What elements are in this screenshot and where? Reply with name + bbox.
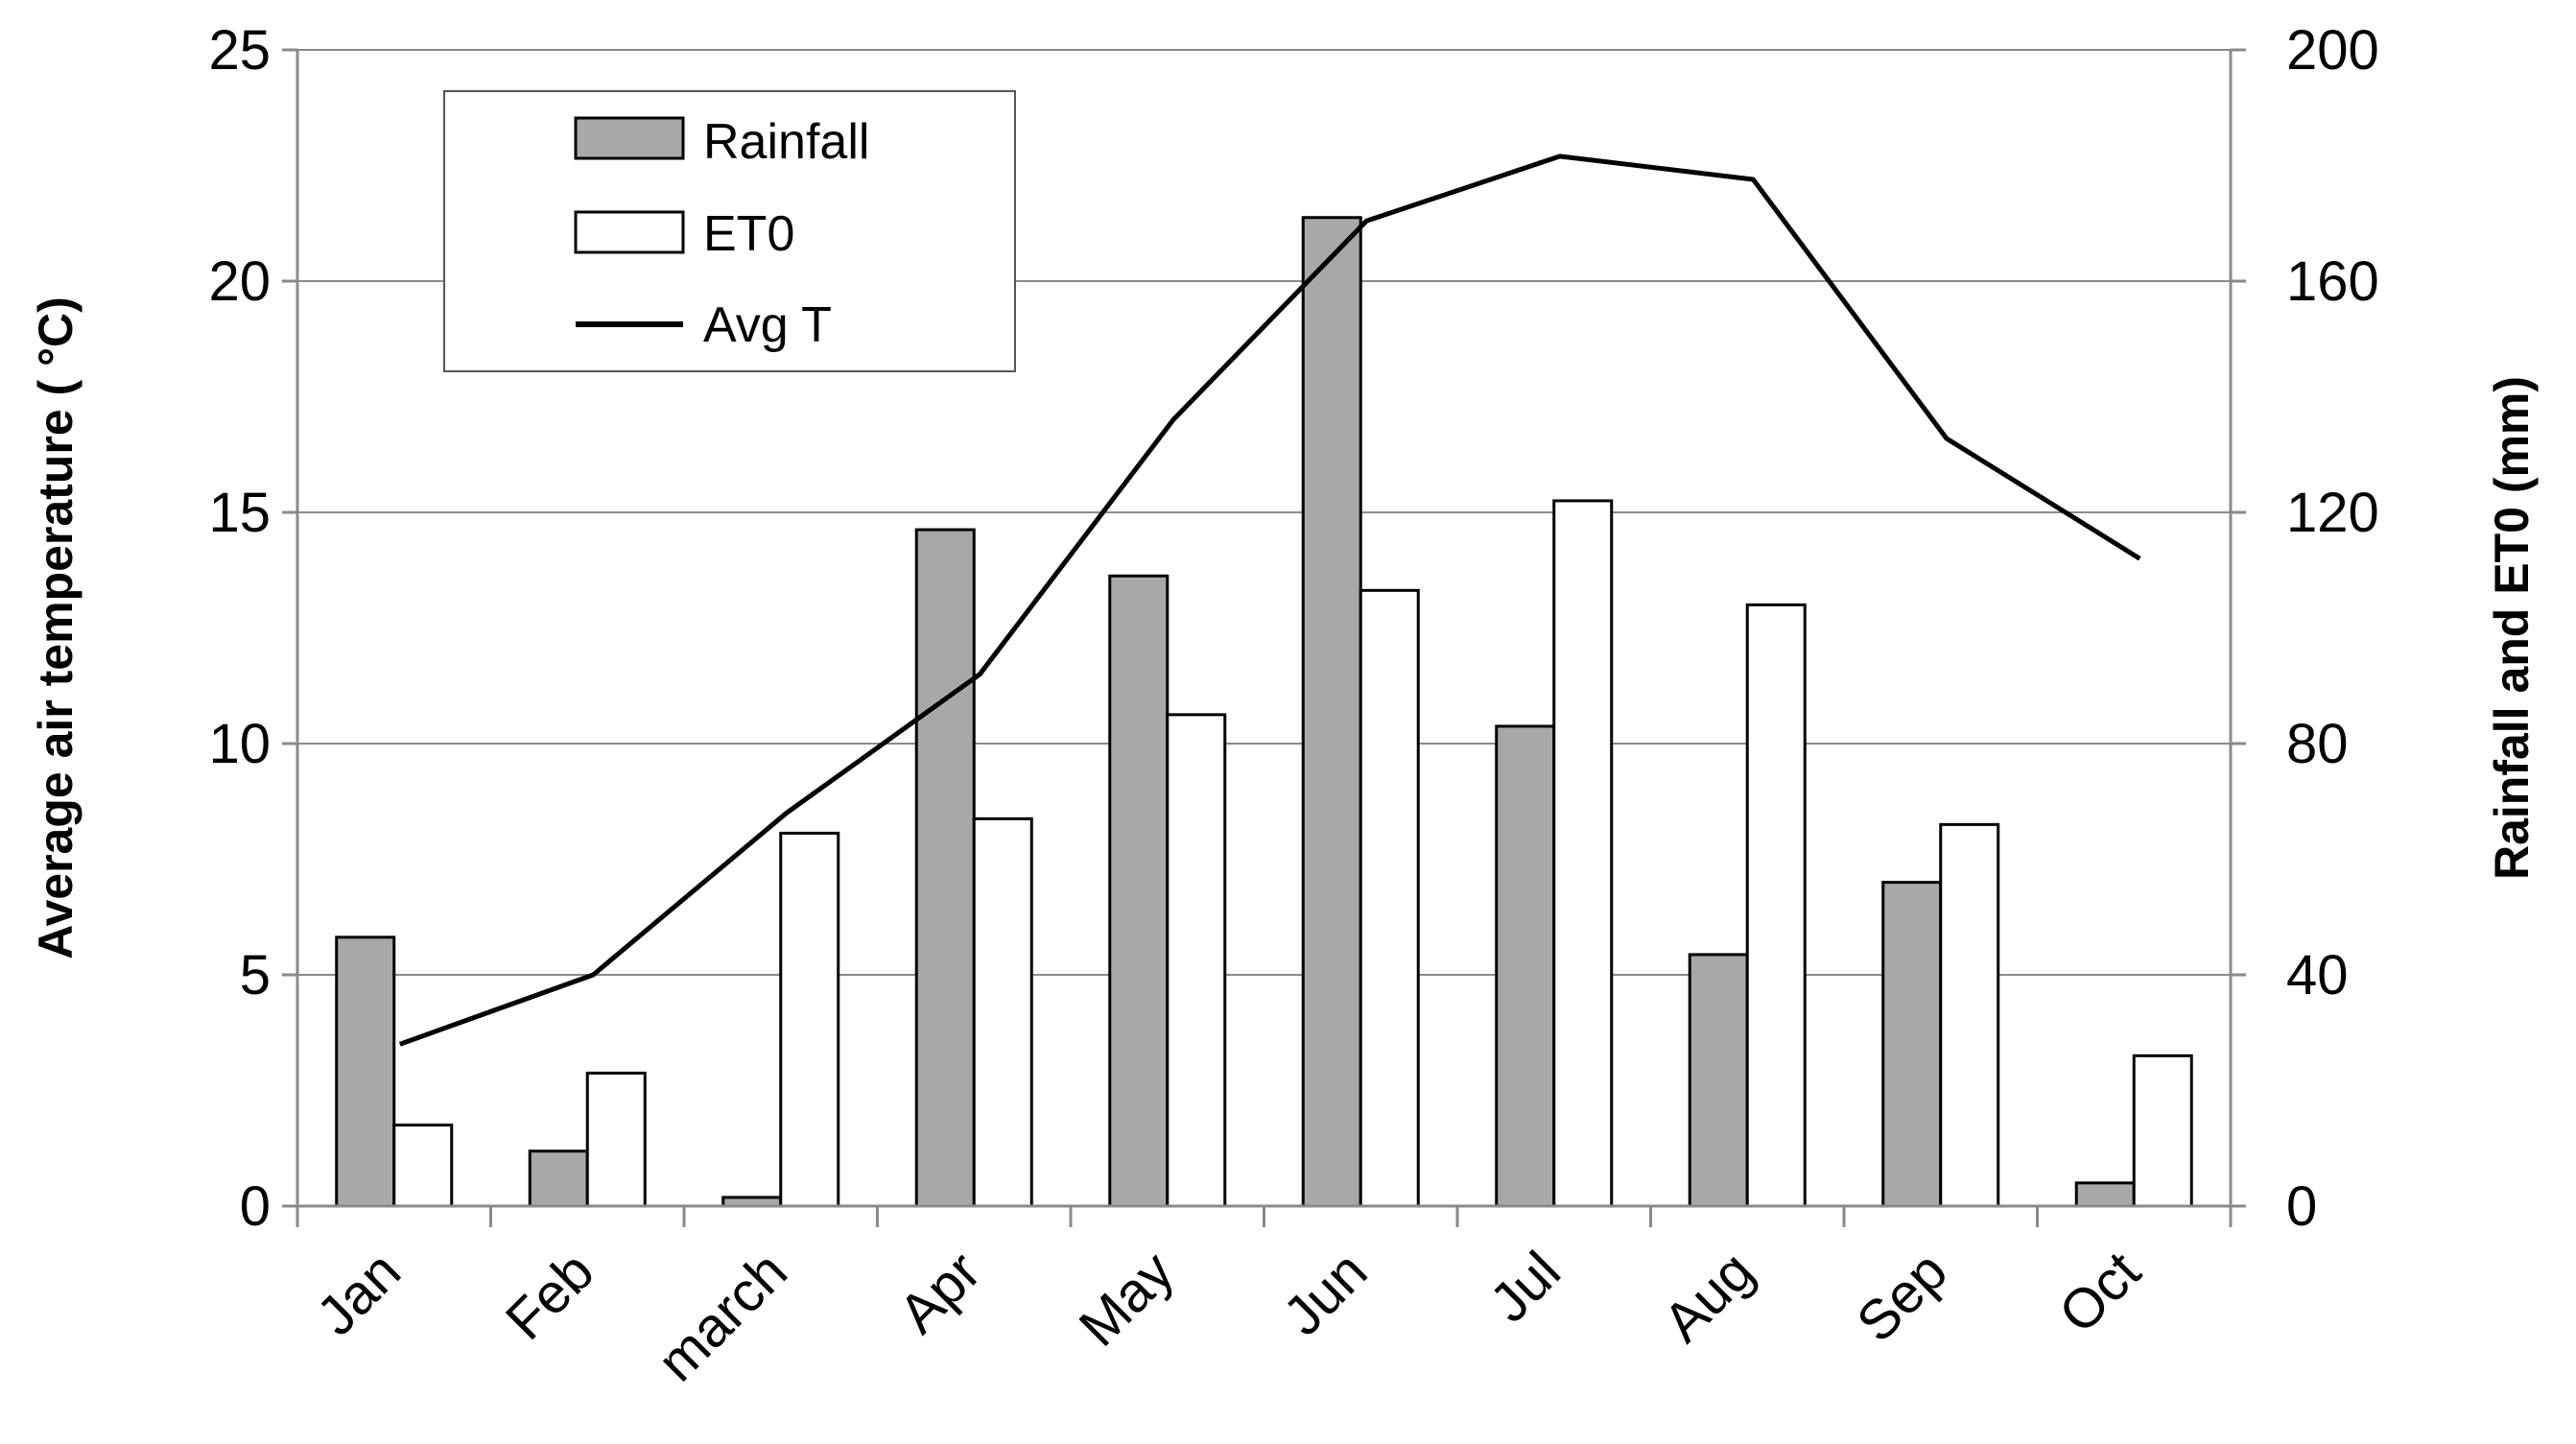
bar-rainfall-may	[1108, 574, 1170, 1208]
bar-rainfall-jul	[1495, 724, 1556, 1208]
bar-et0-march	[779, 831, 840, 1208]
x-tick-label-jul: Jul	[1478, 1240, 1572, 1334]
legend-box	[443, 90, 1016, 372]
right-tick-label-160: 160	[2286, 250, 2379, 313]
legend-label-et0: ET0	[703, 206, 794, 262]
x-tick-label-jun: Jun	[1271, 1240, 1379, 1347]
legend-swatch-rainfall	[574, 116, 685, 160]
right-axis-ticks: 0 40 80 120 160 200	[2231, 19, 2379, 1238]
right-tick-label-200: 200	[2286, 19, 2379, 82]
bar-rainfall-aug	[1688, 953, 1749, 1208]
x-axis-ticks: Jan Feb march Apr May Jun Jul Aug Sep Oct	[295, 1206, 2233, 1393]
x-tick-label-feb: Feb	[494, 1240, 606, 1352]
left-tick-label-0: 0	[240, 1175, 271, 1238]
bar-et0-oct	[2132, 1053, 2193, 1208]
legend-label-avg-t: Avg T	[703, 297, 832, 353]
bar-rainfall-sep	[1881, 881, 1943, 1208]
bar-et0-jul	[1552, 499, 1614, 1208]
avg-temp-line	[398, 154, 2141, 1047]
bar-et0-feb	[585, 1071, 647, 1208]
x-tick-label-oct: Oct	[2047, 1240, 2153, 1345]
legend-swatch-et0	[574, 210, 685, 254]
bar-et0-apr	[972, 817, 1033, 1208]
right-tick-label-40: 40	[2286, 944, 2349, 1006]
legend: Rainfall ET0 Avg T	[443, 90, 1016, 372]
x-tick-label-jan: Jan	[305, 1240, 413, 1347]
bar-et0-jun	[1359, 588, 1420, 1208]
right-tick-label-80: 80	[2286, 713, 2349, 775]
left-tick-label-25: 25	[208, 19, 271, 82]
x-tick-label-aug: Aug	[1652, 1240, 1766, 1354]
left-axis-ticks: 0 5 10 15 20 25	[208, 19, 297, 1238]
right-axis-title: Rainfall and ET0 (mm)	[2485, 376, 2539, 880]
x-tick-label-sep: Sep	[1845, 1240, 1959, 1354]
bar-rainfall-oct	[2074, 1181, 2136, 1208]
legend-label-rainfall: Rainfall	[703, 114, 869, 170]
bar-rainfall-jun	[1301, 216, 1362, 1208]
bar-et0-jan	[392, 1124, 454, 1208]
left-axis-title: Average air temperature ( °C)	[29, 296, 83, 959]
left-tick-label-5: 5	[240, 944, 271, 1006]
bar-et0-sep	[1939, 822, 2000, 1208]
bar-et0-aug	[1745, 603, 1807, 1208]
bar-rainfall-jan	[335, 935, 396, 1208]
bars	[335, 216, 2193, 1208]
x-tick-label-apr: Apr	[887, 1240, 993, 1345]
x-tick-label-may: May	[1067, 1240, 1185, 1358]
x-tick-label-march: march	[646, 1240, 799, 1393]
left-tick-label-10: 10	[208, 713, 271, 775]
bar-rainfall-feb	[528, 1149, 589, 1208]
right-tick-label-0: 0	[2286, 1175, 2317, 1238]
bar-rainfall-apr	[914, 528, 976, 1208]
avg-temp-line-group	[398, 154, 2141, 1047]
left-tick-label-15: 15	[208, 482, 271, 544]
bar-et0-may	[1166, 713, 1227, 1208]
right-tick-label-120: 120	[2286, 482, 2379, 544]
left-tick-label-20: 20	[208, 250, 271, 313]
